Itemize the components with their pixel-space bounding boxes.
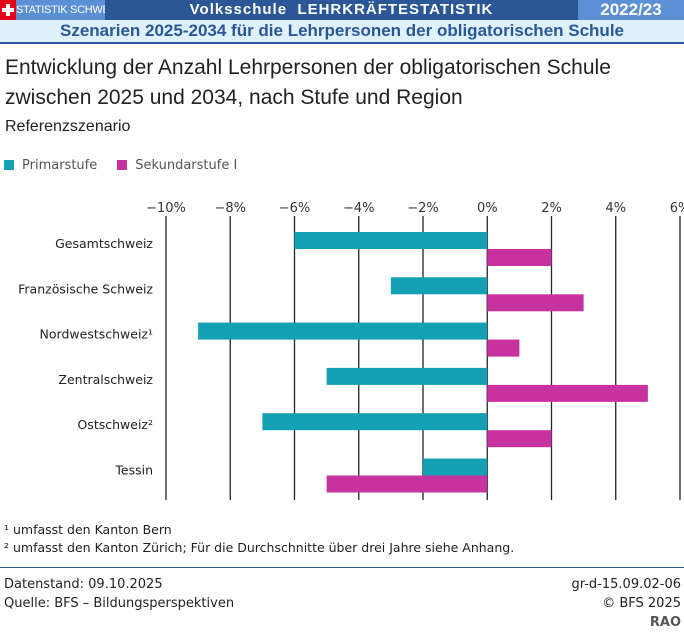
copyright: © BFS 2025 bbox=[602, 596, 681, 611]
swiss-flag-icon bbox=[0, 0, 16, 20]
tick-label: 6% bbox=[670, 201, 684, 216]
header-subtitle: Szenarien 2025-2034 für die Lehrpersonen… bbox=[0, 20, 684, 44]
divider bbox=[0, 567, 684, 568]
bar-primarstufe bbox=[198, 322, 488, 340]
tick-label: −8% bbox=[214, 201, 246, 216]
chart-code: gr-d-15.09.02-06 bbox=[571, 577, 681, 592]
tick-label: −4% bbox=[343, 201, 375, 216]
tick-label: 0% bbox=[477, 201, 498, 216]
bar-sekundarstufe bbox=[487, 294, 584, 312]
category-label: Gesamtschweiz bbox=[55, 236, 153, 251]
bar-sekundarstufe bbox=[487, 384, 648, 402]
bar-primarstufe bbox=[294, 232, 488, 249]
legend-swatch bbox=[117, 160, 128, 170]
bar-sekundarstufe bbox=[487, 339, 520, 357]
tick-label: −2% bbox=[407, 201, 439, 216]
data-source: Quelle: BFS – Bildungsperspektiven bbox=[4, 596, 235, 611]
data-date: Datenstand: 09.10.2025 bbox=[4, 577, 163, 592]
tick-label: 2% bbox=[541, 201, 562, 216]
tick-label: −6% bbox=[279, 201, 311, 216]
bar-primarstufe bbox=[326, 367, 488, 385]
bar-sekundarstufe bbox=[487, 249, 552, 266]
legend-label: Sekundarstufe I bbox=[135, 158, 238, 173]
org-label: STATISTIK SCHWEIZ bbox=[16, 0, 105, 20]
footnote-1: ¹ umfasst den Kanton Bern bbox=[4, 522, 172, 537]
legend: Primarstufe Sekundarstufe I bbox=[4, 158, 237, 173]
category-label: Tessin bbox=[114, 463, 153, 478]
tick-label: −10% bbox=[146, 201, 186, 216]
legend-swatch bbox=[4, 160, 14, 170]
legend-item-sek: Sekundarstufe I bbox=[117, 158, 237, 173]
chart-subtitle: Referenzszenario bbox=[5, 118, 131, 135]
footnote-2: ² umfasst den Kanton Zürich; Für die Dur… bbox=[4, 540, 515, 555]
bar-sekundarstufe bbox=[326, 475, 488, 493]
tick-label: 4% bbox=[605, 201, 626, 216]
bar-primarstufe bbox=[262, 413, 488, 431]
legend-label: Primarstufe bbox=[22, 158, 98, 173]
footer-right: gr-d-15.09.02-06 © BFS 2025 RAO bbox=[571, 575, 681, 632]
category-label: Nordwestschweiz¹ bbox=[40, 327, 153, 342]
bar-sekundarstufe bbox=[487, 430, 552, 448]
header-title: Volksschule LEHRKRÄFTESTATISTIK bbox=[189, 1, 494, 18]
author: RAO bbox=[649, 615, 681, 630]
chart-title: Entwicklung der Anzahl Lehrpersonen der … bbox=[5, 56, 611, 109]
legend-item-primar: Primarstufe bbox=[4, 158, 97, 173]
footer-left: Datenstand: 09.10.2025 Quelle: BFS – Bil… bbox=[4, 575, 234, 613]
category-label: Französische Schweiz bbox=[18, 281, 153, 296]
category-label: Zentralschweiz bbox=[58, 372, 153, 387]
bar-primarstufe bbox=[390, 277, 488, 295]
bar-primarstufe bbox=[423, 458, 488, 476]
header-bar bbox=[0, 0, 684, 20]
header-year: 2022/23 bbox=[578, 0, 684, 20]
category-label: Ostschweiz² bbox=[77, 417, 153, 432]
